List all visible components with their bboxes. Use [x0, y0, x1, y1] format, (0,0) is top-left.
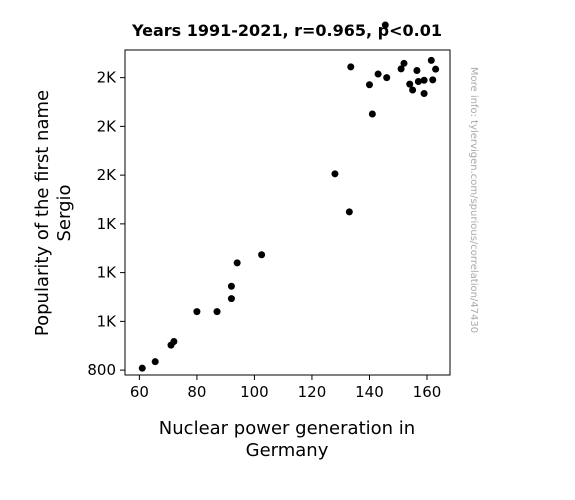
y-tick-label: 1K: [97, 312, 118, 330]
data-point: [400, 59, 408, 67]
data-point: [213, 308, 221, 316]
data-point: [374, 70, 382, 78]
watermark: More info: tylervigen.com/spurious/corre…: [468, 67, 479, 333]
x-axis-label-line-1: Nuclear power generation in: [159, 418, 415, 439]
data-point: [409, 86, 417, 94]
data-point: [397, 65, 405, 73]
data-point: [193, 308, 201, 316]
y-tick-label: 2K: [97, 69, 118, 87]
y-tick-label: 1K: [97, 215, 118, 233]
y-tick-label: 2K: [97, 166, 118, 184]
data-point: [170, 338, 178, 346]
data-point: [427, 56, 435, 64]
chart-title: Years 1991-2021, r=0.965, p<0.01: [131, 21, 442, 40]
y-tick-label: 2K: [97, 117, 118, 135]
data-point: [381, 21, 389, 29]
y-axis-label-line-2: Sergio: [54, 184, 75, 241]
data-point: [233, 259, 241, 267]
y-tick-label: 1K: [97, 264, 118, 282]
x-tick-label: 60: [130, 383, 149, 401]
x-tick-label: 160: [413, 383, 442, 401]
data-point: [345, 208, 353, 216]
data-point: [420, 90, 428, 98]
data-point: [331, 170, 339, 178]
data-point: [347, 63, 355, 71]
x-tick-label: 120: [298, 383, 327, 401]
x-tick-label: 100: [240, 383, 269, 401]
data-point: [227, 295, 235, 303]
data-point: [432, 65, 440, 73]
data-point: [227, 282, 235, 290]
data-point: [258, 251, 266, 259]
data-point: [420, 76, 428, 84]
data-point: [413, 66, 421, 74]
y-axis: 800 1K 1K 1K 2K 2K 2K: [87, 69, 125, 379]
data-point: [151, 358, 159, 366]
data-points: [138, 21, 440, 372]
data-point: [429, 76, 437, 84]
x-axis-label-line-2: Germany: [246, 440, 329, 461]
data-point: [406, 80, 414, 88]
data-point: [365, 81, 373, 89]
x-tick-label: 80: [187, 383, 206, 401]
y-axis-label-line-1: Popularity of the first name: [32, 90, 53, 336]
data-point: [368, 110, 376, 118]
y-tick-label: 800: [87, 361, 116, 379]
data-point: [414, 78, 422, 86]
plot-area: [124, 49, 451, 376]
data-point: [138, 364, 146, 372]
x-axis: 60 80 100 120 140 160: [130, 375, 441, 401]
data-point: [383, 74, 391, 82]
x-tick-label: 140: [355, 383, 384, 401]
